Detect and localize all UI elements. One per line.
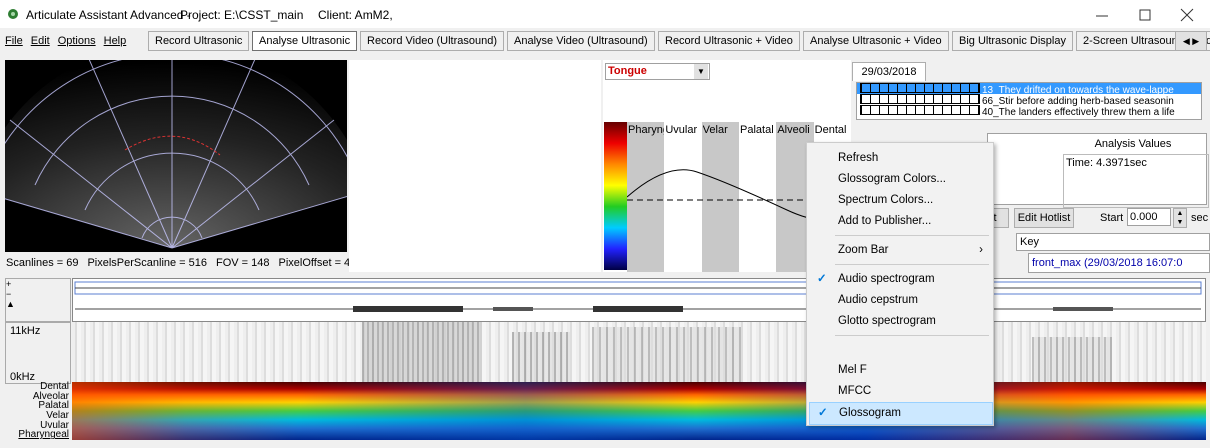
menu-option[interactable]: Audio spectrogram ✓	[809, 269, 991, 290]
glossogram	[72, 382, 1206, 440]
menu-option[interactable]: Add to Publisher...	[809, 211, 991, 232]
option-label: Audio spectrogram	[838, 269, 935, 290]
ultrasound-image	[5, 60, 347, 252]
option-label: Audio cepstrum	[838, 290, 918, 311]
checkbox-strip	[860, 94, 980, 104]
unit-label: sec	[1191, 212, 1208, 224]
menu-option[interactable]: Mel F	[809, 360, 991, 381]
app-window: Articulate Assistant Advanced - Project:…	[0, 0, 1210, 448]
checkbox-strip	[860, 105, 980, 115]
checkbox-strip	[860, 83, 980, 93]
menu-option[interactable]: MFCC	[809, 381, 991, 402]
option-label: Glossogram Colors...	[838, 169, 946, 190]
menu-item[interactable]: Help	[104, 35, 127, 47]
annotation-list[interactable]: front_max (29/03/2018 16:07:0	[1028, 253, 1210, 273]
tab[interactable]: Analyse Ultrasonic + Video	[803, 31, 949, 51]
tongue-dropdown[interactable]: Tongue▼	[605, 63, 710, 80]
check-mark: ✓	[817, 269, 827, 290]
separator	[835, 264, 989, 265]
analysis-text: Time: 4.3971sec	[1063, 154, 1209, 208]
menu-option[interactable]: Glossogram Colors...	[809, 169, 991, 190]
tab[interactable]: Analyse Ultrasonic	[252, 31, 357, 51]
status-item: PixelOffset = 46	[279, 257, 357, 269]
submenu-arrow: ›	[979, 240, 983, 261]
recording-row[interactable]: 40_The landers effectively threw them a …	[857, 105, 1201, 116]
tab-scroll[interactable]: ◀ ▶	[1175, 31, 1207, 51]
key-field[interactable]: Key	[1016, 233, 1210, 251]
spectrogram	[72, 322, 1206, 382]
menu-option[interactable]: Refresh	[809, 148, 991, 169]
analysis-title: Analysis Values	[1063, 138, 1203, 150]
menu-item[interactable]: File	[5, 35, 23, 47]
menu-bar: File Edit Options Help	[5, 35, 134, 47]
blank-panel	[349, 60, 601, 272]
date-tab[interactable]: 29/03/2018	[852, 62, 926, 81]
client: Client: AmM2,	[318, 8, 393, 22]
ultrasound-status: Scanlines = 69 PixelsPerScanline = 516 FOV…	[6, 257, 365, 269]
menu-option[interactable]: Zoom Bar ›	[809, 240, 991, 261]
menu-option[interactable]: Spectrum Colors...	[809, 190, 991, 211]
option-label: Refresh	[838, 148, 878, 169]
spec-controls: 11kHz 0kHz	[5, 322, 71, 384]
recording-row[interactable]: 13_They drifted on towards the wave-lapp…	[857, 83, 1201, 94]
recording-row[interactable]: 66_Stir before adding herb-based seasoni…	[857, 94, 1201, 105]
menu-option[interactable]: Glotto spectrogram	[809, 311, 991, 332]
project: Project: E:\CSST_main	[180, 8, 303, 22]
spinner[interactable]: ▲▼	[1173, 208, 1187, 228]
option-label: Spectrum Colors...	[838, 190, 933, 211]
menu-item[interactable]: Edit	[31, 35, 50, 47]
option-label: Glossogram	[839, 403, 901, 424]
status-item: Scanlines = 69	[6, 257, 78, 269]
tab[interactable]: Record Ultrasonic + Video	[658, 31, 800, 51]
app-icon	[5, 6, 21, 22]
key-label: Key	[1020, 236, 1039, 248]
tab[interactable]: Big Ultrasonic Display	[952, 31, 1073, 51]
recording-name: 40_The landers effectively threw them a …	[982, 107, 1175, 118]
spec-top-label: 11kHz	[10, 325, 40, 337]
app-name: Articulate Assistant Advanced -	[26, 8, 191, 22]
menu-option[interactable]: Audio cepstrum	[809, 290, 991, 311]
separator	[835, 235, 989, 236]
status-item: FOV = 148	[216, 257, 270, 269]
waveform	[72, 278, 1206, 322]
title-bar: Articulate Assistant Advanced - Project:…	[0, 0, 1210, 28]
option-label: Zoom Bar	[838, 240, 889, 261]
option-label: MFCC	[838, 381, 871, 402]
menu-option[interactable]: Glossogram ✓	[809, 402, 993, 425]
place-label: Pharyngeal	[18, 430, 69, 440]
color-scale	[604, 122, 627, 270]
menu-item[interactable]: Options	[58, 35, 96, 47]
tab[interactable]: Analyse Video (Ultrasound)	[507, 31, 655, 51]
tab[interactable]: Record Ultrasonic	[148, 31, 249, 51]
wave-zoom[interactable]: +−▲	[5, 278, 71, 322]
check-mark: ✓	[818, 403, 828, 424]
dropdown-value: Tongue	[608, 65, 647, 77]
option-label: Mel F	[838, 360, 867, 381]
hotlist-button[interactable]: Edit Hotlist	[1014, 208, 1074, 228]
option-label: Glotto spectrogram	[838, 311, 936, 332]
tab[interactable]: Record Video (Ultrasound)	[360, 31, 504, 51]
start-input[interactable]: 0.000	[1127, 208, 1171, 226]
status-item: PixelsPerScanline = 516	[87, 257, 207, 269]
start-label: Start	[1100, 212, 1123, 224]
window-controls[interactable]	[1090, 6, 1205, 24]
option-label: Add to Publisher...	[838, 211, 931, 232]
separator	[835, 335, 989, 336]
analysis-box: Analysis Values Time: 4.3971sec	[987, 133, 1207, 205]
recording-list: 13_They drifted on towards the wave-lapp…	[856, 82, 1202, 120]
